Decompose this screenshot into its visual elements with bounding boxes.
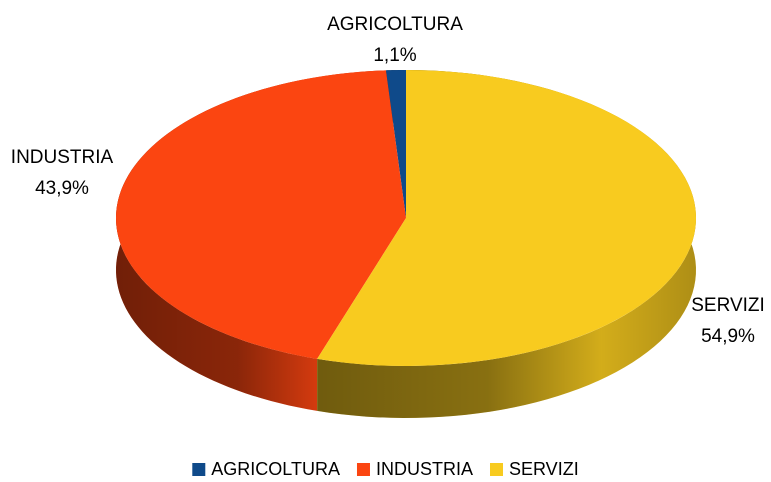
legend-swatch — [192, 463, 206, 476]
legend-item: INDUSTRIA — [356, 459, 473, 479]
slice-category-label: AGRICOLTURA — [327, 14, 463, 35]
slice — [115, 70, 406, 359]
legend-swatch — [490, 463, 503, 476]
slice-value-label: 54,9% — [701, 326, 755, 347]
legend: AGRICOLTURA INDUSTRIA SERVIZI — [192, 459, 579, 479]
legend-swatch — [356, 463, 370, 476]
pie-tops — [115, 70, 696, 366]
slice-value-label: 1,1% — [373, 45, 416, 66]
slice-labels: AGRICOLTURA 1,1% INDUSTRIA 43,9% SERVIZI 54,9… — [11, 14, 765, 347]
slice-category-label: INDUSTRIA — [11, 147, 114, 168]
legend-item: AGRICOLTURA — [192, 459, 340, 479]
slice — [385, 70, 406, 218]
legend-item: SERVIZI — [490, 459, 579, 479]
slice-value-label: 43,9% — [35, 178, 89, 199]
legend-label: INDUSTRIA — [376, 459, 473, 479]
slice — [317, 70, 696, 366]
legend-label: AGRICOLTURA — [211, 459, 340, 479]
slice-category-label: SERVIZI — [691, 295, 765, 316]
legend-label: SERVIZI — [509, 459, 579, 479]
